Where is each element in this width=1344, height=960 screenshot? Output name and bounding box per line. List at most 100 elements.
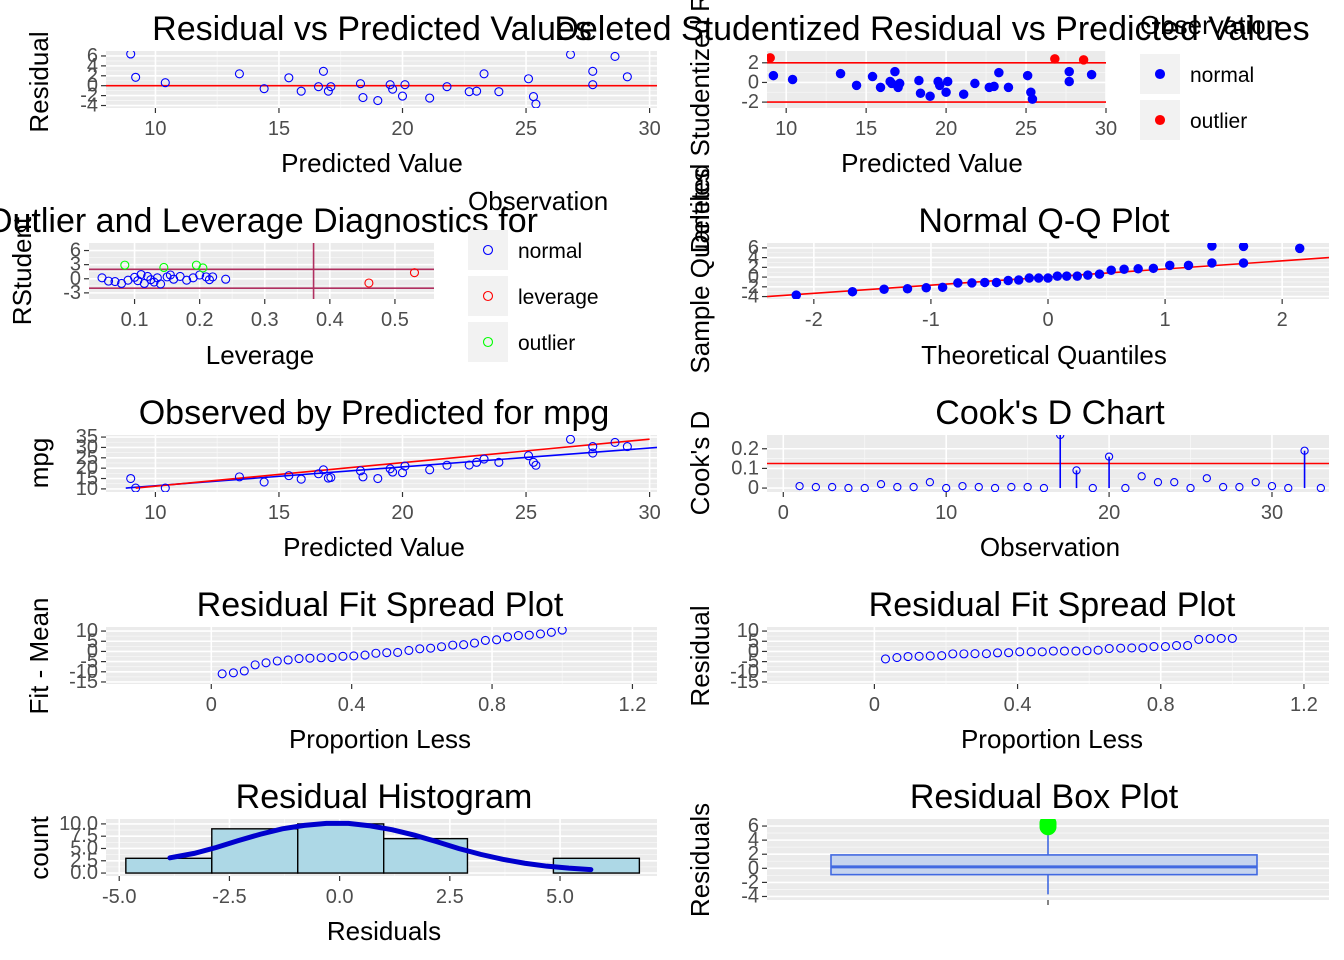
x-tick-label: 0.4 — [338, 694, 366, 716]
x-axis-title: Predicted Value — [283, 532, 465, 562]
cooks-point — [1121, 483, 1130, 492]
y-tick-label: 6 — [748, 815, 759, 837]
data-point — [358, 472, 368, 482]
data-point — [469, 638, 480, 648]
y-tick-label: -2 — [741, 276, 759, 298]
data-point — [991, 277, 1002, 288]
data-point — [867, 71, 878, 82]
x-tick-label: 5.0 — [546, 886, 574, 908]
data-point — [546, 627, 556, 637]
data-point — [259, 84, 269, 94]
x-tick-label: 25 — [1015, 118, 1037, 140]
x-tick-label: 0.2 — [186, 309, 214, 331]
data-point — [1238, 243, 1249, 252]
data-point — [492, 635, 502, 645]
data-point — [1003, 275, 1013, 286]
data-point — [1171, 640, 1182, 651]
cooks-point — [1170, 478, 1179, 487]
y-tick-label: 30 — [76, 436, 98, 458]
data-point — [1205, 634, 1215, 644]
data-point — [425, 93, 435, 103]
x-tick-label: 0.8 — [478, 694, 506, 716]
data-point — [1083, 270, 1093, 280]
data-point — [400, 461, 410, 471]
data-point — [970, 78, 980, 89]
data-point — [921, 283, 931, 293]
data-point — [1119, 264, 1129, 275]
data-point — [1033, 273, 1044, 283]
data-point — [937, 651, 947, 661]
y-tick-label: -4 — [741, 885, 759, 907]
y-axis-title: Residuals — [685, 803, 715, 917]
x-tick-label: 1.2 — [619, 694, 647, 716]
data-point — [464, 87, 474, 97]
x-tick-label: 2.5 — [436, 886, 464, 908]
data-point — [1027, 94, 1038, 104]
legend-label: normal — [518, 240, 582, 263]
data-point — [397, 468, 408, 478]
plot-area — [125, 435, 657, 492]
x-tick-label: 15 — [855, 118, 877, 140]
data-point — [934, 80, 945, 91]
chart-title: Normal Q-Q Plot — [918, 202, 1170, 240]
x-tick-label: 0.1 — [121, 309, 149, 331]
chart-title: Residual vs Predicted Values — [152, 10, 592, 48]
y-tick-label: -5 — [80, 651, 98, 673]
y-tick-label: -2 — [741, 871, 759, 893]
cooks-point — [893, 482, 902, 492]
x-tick-label: 10 — [144, 118, 166, 140]
data-point — [1127, 643, 1137, 653]
y-tick-label: 4 — [87, 55, 98, 77]
data-point — [355, 79, 366, 89]
data-point — [294, 654, 304, 664]
data-point — [768, 70, 779, 81]
y-tick-label: 10 — [737, 620, 759, 642]
data-point — [610, 437, 620, 448]
data-point — [250, 660, 260, 670]
y-tick-label: 0 — [87, 75, 98, 97]
cooks-point — [958, 481, 967, 491]
data-point — [851, 80, 862, 91]
data-point — [360, 650, 370, 660]
data-point — [201, 272, 211, 282]
cooks-point — [1039, 483, 1049, 492]
data-point — [1106, 265, 1116, 276]
data-point — [448, 640, 458, 650]
data-point — [283, 655, 293, 665]
data-point — [847, 286, 858, 297]
cooks-point — [876, 479, 886, 489]
x-tick-label: 0 — [778, 502, 789, 524]
data-point — [1160, 641, 1170, 652]
chart-title: Outlier and Leverage Diagnostics for — [0, 202, 538, 240]
y-tick-label: -2 — [741, 91, 759, 113]
data-point — [958, 89, 969, 99]
data-point — [208, 272, 218, 282]
data-point — [970, 649, 980, 659]
x-axis-title: Predicted Value — [281, 148, 463, 178]
data-point — [523, 451, 534, 461]
x-tick-label: 2 — [1277, 309, 1288, 331]
data-point — [557, 627, 567, 635]
data-point — [902, 284, 913, 294]
data-point — [1064, 66, 1074, 77]
data-point — [259, 477, 269, 487]
y-tick-label: 10 — [76, 620, 98, 642]
data-point — [385, 80, 395, 90]
data-point — [1064, 76, 1074, 87]
legend-label: leverage — [518, 286, 599, 309]
data-point — [925, 651, 935, 661]
y-tick-label: 0 — [748, 477, 759, 499]
data-point — [1183, 260, 1194, 271]
legend: Observation normal leverage outlier — [468, 186, 608, 362]
data-point — [787, 74, 798, 85]
cooks-point — [844, 483, 853, 492]
x-tick-label: 30 — [638, 118, 660, 140]
data-point — [261, 658, 271, 668]
data-point — [284, 73, 294, 83]
data-point — [318, 66, 328, 76]
data-point — [436, 642, 447, 652]
legend-symbol — [482, 336, 494, 348]
